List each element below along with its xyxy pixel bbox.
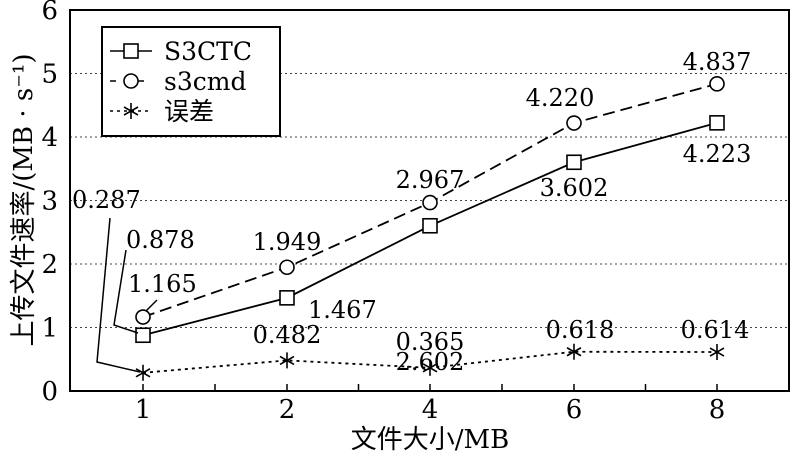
circle-marker — [422, 194, 438, 211]
data-label: 2.602 — [396, 348, 465, 376]
asterisk-marker — [123, 106, 139, 116]
data-label: 1.467 — [308, 296, 377, 324]
leader-line — [113, 249, 139, 334]
data-label: 0.365 — [396, 328, 465, 356]
y-tick-label: 4 — [41, 123, 58, 153]
y-tick-label: 1 — [41, 314, 58, 344]
y-tick-label: 6 — [41, 0, 58, 26]
data-label: 4.223 — [683, 140, 752, 168]
y-tick-label: 3 — [41, 187, 58, 217]
asterisk-marker — [135, 368, 151, 378]
x-tick-label: 4 — [422, 395, 439, 425]
data-label: 0.878 — [126, 226, 195, 254]
square-marker — [135, 327, 151, 344]
leader-line — [145, 299, 158, 312]
y-tick-label: 0 — [41, 377, 58, 407]
data-label: 1.165 — [128, 270, 197, 298]
legend-label: s3cmd — [164, 67, 246, 96]
data-label: 0.287 — [72, 186, 141, 214]
circle-marker — [709, 76, 725, 92]
square-marker — [566, 154, 582, 171]
asterisk-marker — [566, 347, 582, 357]
legend-label: 误差 — [164, 97, 214, 126]
x-tick-label: 2 — [279, 395, 296, 425]
y-tick-label: 2 — [41, 250, 58, 280]
legend-label: S3CTC — [164, 37, 252, 66]
x-tick-label: 1 — [135, 395, 152, 425]
asterisk-marker — [422, 363, 438, 373]
circle-marker — [123, 73, 139, 89]
x-axis-label: 文件大小/MB — [351, 425, 510, 455]
data-label: 0.482 — [253, 321, 322, 349]
leader-line — [96, 217, 141, 373]
square-marker — [279, 290, 295, 306]
circle-marker — [135, 309, 151, 325]
y-axis-label: 上传文件速率/(MB · s⁻¹) — [9, 53, 39, 346]
x-tick-label: 6 — [566, 395, 583, 425]
x-tick-label: 8 — [709, 395, 726, 425]
data-label: 4.837 — [683, 48, 752, 76]
asterisk-marker — [279, 355, 295, 366]
data-label: 1.949 — [253, 228, 322, 256]
circle-marker — [279, 259, 295, 276]
data-label: 2.967 — [396, 166, 465, 194]
data-label: 0.618 — [546, 316, 615, 344]
data-label: 3.602 — [540, 174, 609, 202]
asterisk-marker — [709, 347, 725, 357]
square-marker — [422, 217, 438, 234]
square-marker — [123, 43, 139, 59]
y-tick-label: 5 — [41, 60, 58, 90]
data-label: 4.220 — [526, 84, 595, 112]
circle-marker — [566, 115, 582, 131]
square-marker — [709, 115, 725, 131]
data-label: 0.614 — [681, 316, 750, 344]
